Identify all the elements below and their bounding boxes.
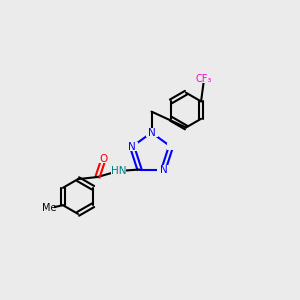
Text: HN: HN bbox=[111, 166, 126, 176]
FancyBboxPatch shape bbox=[167, 143, 175, 150]
FancyBboxPatch shape bbox=[158, 165, 169, 174]
FancyBboxPatch shape bbox=[196, 74, 211, 83]
FancyBboxPatch shape bbox=[126, 142, 138, 151]
Text: N: N bbox=[148, 128, 155, 138]
Text: N: N bbox=[128, 142, 136, 152]
Text: N: N bbox=[160, 164, 167, 175]
FancyBboxPatch shape bbox=[45, 205, 54, 212]
Text: O: O bbox=[99, 154, 108, 164]
Text: CF₃: CF₃ bbox=[196, 74, 212, 84]
FancyBboxPatch shape bbox=[146, 128, 158, 137]
FancyBboxPatch shape bbox=[111, 167, 126, 175]
Text: Me: Me bbox=[42, 203, 57, 213]
FancyBboxPatch shape bbox=[99, 155, 108, 163]
